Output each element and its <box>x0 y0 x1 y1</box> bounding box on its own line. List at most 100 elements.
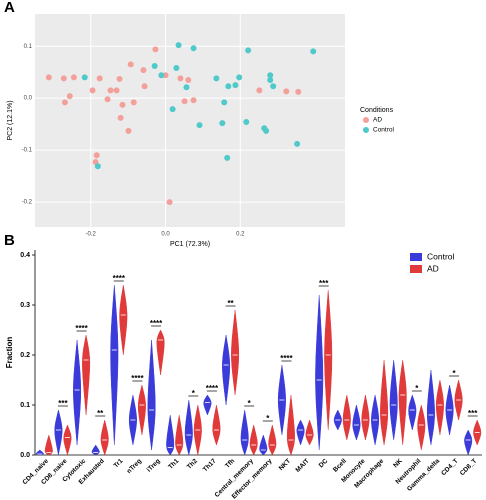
point <box>113 87 120 94</box>
legend-swatch <box>410 253 422 261</box>
point <box>310 48 317 55</box>
y-tick-label: 0.0 <box>20 452 30 459</box>
x-axis-label: PC1 (72.3%) <box>170 241 210 248</box>
point <box>175 42 182 49</box>
violin <box>110 284 119 446</box>
violin <box>73 339 82 446</box>
violin <box>305 419 314 446</box>
point <box>130 99 137 106</box>
violin <box>417 404 426 451</box>
point <box>232 82 239 89</box>
point <box>270 83 277 90</box>
significance-label: *** <box>319 279 329 288</box>
point <box>219 120 226 127</box>
y-tick-label: 0.0 <box>24 96 33 102</box>
point <box>162 72 169 79</box>
violin <box>222 334 231 406</box>
panel-label: B <box>4 232 15 249</box>
point <box>127 61 134 68</box>
legend-label: Control <box>427 251 455 261</box>
point <box>117 114 124 121</box>
point <box>295 88 302 95</box>
violin <box>63 424 72 456</box>
significance-label: **** <box>280 354 293 363</box>
point <box>169 106 176 113</box>
x-tick-label: CD4_T <box>440 458 460 478</box>
significance-label: **** <box>206 384 219 393</box>
significance-label: *** <box>58 399 68 408</box>
violin <box>137 384 146 436</box>
violin <box>166 414 175 456</box>
point <box>141 83 148 90</box>
x-tick-label: 0.0 <box>161 232 170 238</box>
point <box>158 72 165 79</box>
violin <box>389 359 398 441</box>
x-tick-label: iTreg <box>146 458 162 474</box>
significance-label: **** <box>75 324 88 333</box>
y-axis-label: PC2 (12.1%) <box>7 100 14 140</box>
point <box>96 75 103 82</box>
point <box>181 98 188 105</box>
plot-background <box>35 14 345 227</box>
violin <box>240 409 249 456</box>
point <box>224 154 231 161</box>
significance-label: **** <box>113 274 126 283</box>
point <box>267 72 274 79</box>
violin <box>286 394 295 456</box>
y-tick-label: -0.2 <box>22 200 33 206</box>
point <box>60 75 67 82</box>
x-tick-label: CD8_T <box>459 458 479 478</box>
point <box>196 122 203 129</box>
point <box>125 127 132 134</box>
violin <box>324 289 333 431</box>
x-tick-label: MAIT <box>295 458 311 474</box>
violin <box>82 334 91 416</box>
y-tick-label: 0.3 <box>20 302 30 309</box>
significance-label: * <box>415 384 419 393</box>
point <box>283 88 290 95</box>
violin <box>91 444 100 456</box>
point <box>151 62 158 69</box>
point <box>107 87 114 94</box>
point <box>185 76 192 83</box>
panel-label: A <box>4 0 15 16</box>
legend-label: AD <box>373 117 382 124</box>
x-tick-label: nTreg <box>126 458 143 475</box>
point <box>66 93 73 100</box>
violin <box>147 339 156 451</box>
point <box>173 65 180 72</box>
point <box>70 74 77 81</box>
violin <box>352 404 361 441</box>
violin <box>119 284 128 356</box>
significance-label: **** <box>150 319 163 328</box>
point <box>89 87 96 94</box>
x-tick-label: Th2 <box>186 457 199 470</box>
violin <box>408 394 417 431</box>
point <box>256 87 263 94</box>
x-tick-label: NK <box>392 457 404 469</box>
x-tick-label: NKT <box>278 458 292 472</box>
violin <box>380 359 389 446</box>
significance-label: ** <box>97 409 104 418</box>
violin <box>426 369 435 446</box>
point <box>183 84 190 91</box>
y-axis-label: Fraction <box>5 337 14 369</box>
legend-swatch <box>363 117 369 123</box>
violin <box>435 379 444 436</box>
y-tick-label: -0.1 <box>22 148 33 154</box>
x-tick-label: Tr1 <box>113 457 125 469</box>
point <box>166 199 173 206</box>
point <box>221 99 228 106</box>
violin <box>268 424 277 456</box>
significance-label: * <box>248 399 252 408</box>
point <box>294 140 301 147</box>
x-tick-label: 0.2 <box>236 232 245 238</box>
point <box>94 163 101 170</box>
y-tick-label: 0.4 <box>20 252 30 259</box>
x-tick-label: Bcell <box>332 458 348 474</box>
violin <box>184 399 193 456</box>
significance-label: * <box>266 414 270 423</box>
point <box>267 76 274 83</box>
legend-label: Control <box>373 127 395 134</box>
